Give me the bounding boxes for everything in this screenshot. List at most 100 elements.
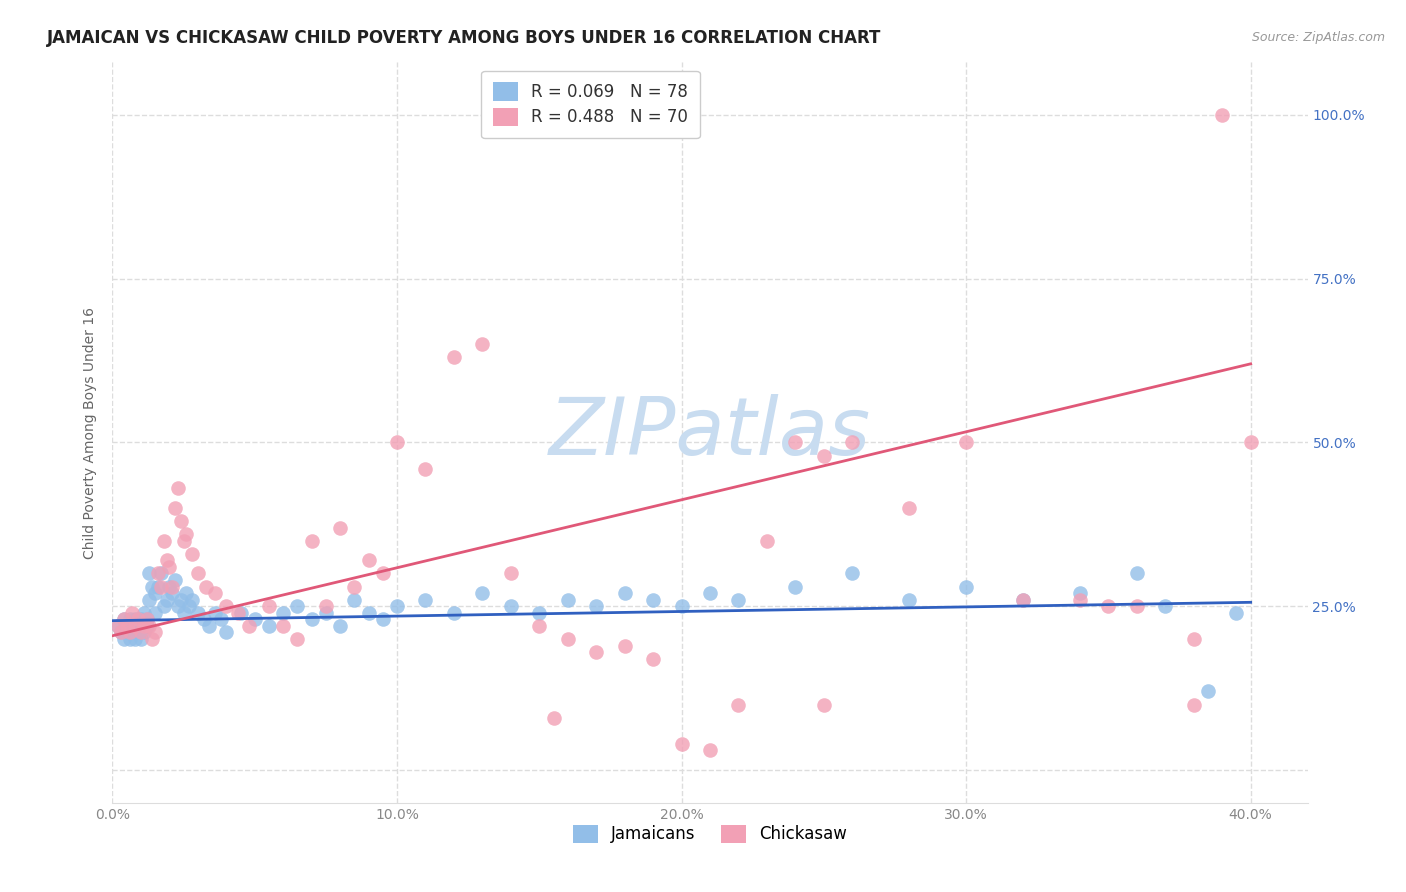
Point	[1069, 592, 1091, 607]
Point	[187, 566, 209, 581]
Point	[107, 619, 129, 633]
Text: Source: ZipAtlas.com: Source: ZipAtlas.com	[1251, 31, 1385, 45]
Point	[671, 737, 693, 751]
Point	[385, 435, 408, 450]
Point	[699, 743, 721, 757]
Point	[287, 632, 309, 646]
Point	[112, 612, 135, 626]
Point	[107, 619, 129, 633]
Point	[146, 566, 169, 581]
Point	[585, 599, 607, 614]
Point	[204, 606, 226, 620]
Text: JAMAICAN VS CHICKASAW CHILD POVERTY AMONG BOYS UNDER 16 CORRELATION CHART: JAMAICAN VS CHICKASAW CHILD POVERTY AMON…	[46, 29, 882, 47]
Point	[343, 592, 366, 607]
Point	[785, 580, 807, 594]
Point	[141, 580, 163, 594]
Point	[643, 592, 665, 607]
Point	[167, 481, 190, 495]
Point	[841, 435, 863, 450]
Point	[143, 625, 166, 640]
Point	[129, 625, 152, 640]
Point	[187, 606, 209, 620]
Point	[229, 606, 252, 620]
Point	[215, 599, 238, 614]
Point	[118, 625, 141, 640]
Point	[176, 527, 198, 541]
Point	[785, 435, 807, 450]
Point	[162, 586, 183, 600]
Point	[112, 612, 135, 626]
Point	[179, 599, 201, 614]
Point	[176, 586, 198, 600]
Point	[1240, 435, 1263, 450]
Point	[138, 592, 160, 607]
Point	[898, 592, 921, 607]
Point	[162, 580, 183, 594]
Point	[135, 612, 157, 626]
Point	[443, 351, 465, 365]
Point	[146, 580, 169, 594]
Point	[499, 566, 522, 581]
Point	[371, 612, 394, 626]
Point	[1197, 684, 1219, 698]
Point	[371, 566, 394, 581]
Point	[149, 566, 172, 581]
Point	[898, 500, 921, 515]
Point	[471, 586, 494, 600]
Point	[643, 651, 665, 665]
Point	[195, 580, 218, 594]
Point	[1012, 592, 1035, 607]
Point	[755, 533, 778, 548]
Point	[132, 606, 155, 620]
Point	[132, 625, 155, 640]
Legend: Jamaicans, Chickasaw: Jamaicans, Chickasaw	[567, 818, 853, 850]
Point	[315, 599, 337, 614]
Point	[357, 606, 380, 620]
Point	[257, 619, 280, 633]
Point	[121, 619, 143, 633]
Point	[118, 612, 141, 626]
Point	[499, 599, 522, 614]
Point	[271, 606, 294, 620]
Point	[127, 612, 149, 626]
Point	[149, 580, 172, 594]
Point	[613, 639, 636, 653]
Point	[215, 625, 238, 640]
Point	[1126, 599, 1149, 614]
Point	[257, 599, 280, 614]
Point	[115, 619, 138, 633]
Point	[157, 560, 180, 574]
Point	[112, 632, 135, 646]
Point	[138, 619, 160, 633]
Point	[165, 573, 187, 587]
Point	[727, 698, 749, 712]
Point	[173, 533, 195, 548]
Point	[727, 592, 749, 607]
Point	[557, 632, 579, 646]
Point	[115, 619, 138, 633]
Point	[124, 612, 146, 626]
Point	[124, 632, 146, 646]
Point	[813, 698, 835, 712]
Point	[529, 619, 551, 633]
Point	[157, 580, 180, 594]
Point	[155, 592, 177, 607]
Point	[132, 619, 155, 633]
Point	[152, 533, 174, 548]
Point	[529, 606, 551, 620]
Point	[1211, 108, 1233, 122]
Point	[415, 592, 437, 607]
Point	[557, 592, 579, 607]
Point	[170, 592, 193, 607]
Point	[193, 612, 215, 626]
Point	[170, 514, 193, 528]
Point	[209, 612, 232, 626]
Point	[110, 625, 132, 640]
Point	[226, 606, 249, 620]
Point	[385, 599, 408, 614]
Point	[243, 612, 266, 626]
Point	[613, 586, 636, 600]
Point	[543, 711, 565, 725]
Point	[287, 599, 309, 614]
Point	[1154, 599, 1177, 614]
